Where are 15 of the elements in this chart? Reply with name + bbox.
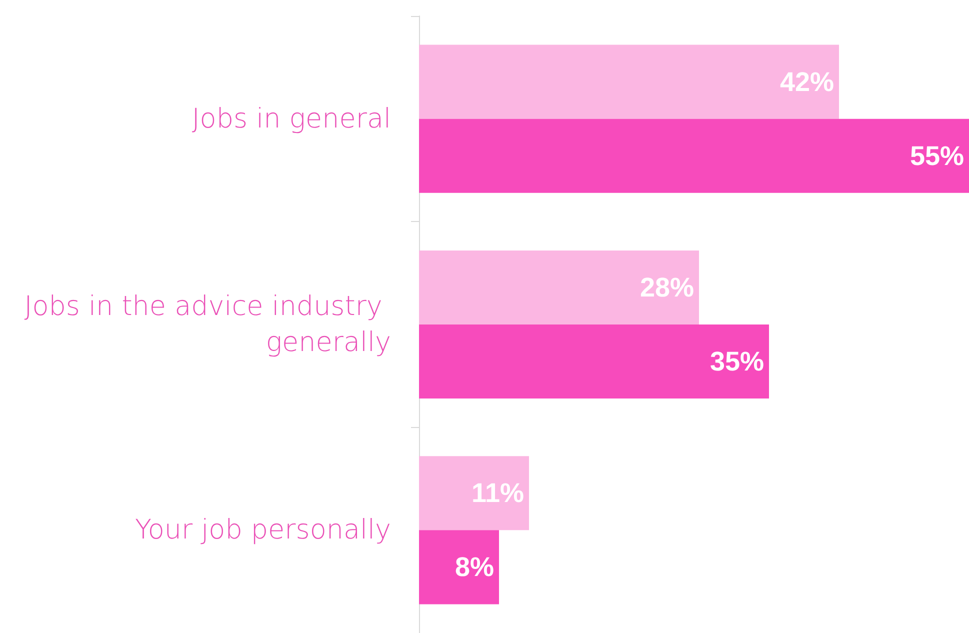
bar [419,250,699,324]
bar [419,530,499,604]
bar [419,118,969,193]
y-tick-label: Jobs in the advice industry generally [24,291,391,358]
data-label: 55% [910,140,964,171]
bar [419,324,769,399]
y-tick-label: Your job personally [134,514,391,546]
data-label: 28% [640,272,694,302]
bar [419,44,839,119]
data-label: 8% [454,552,494,582]
data-label: 42% [780,66,834,97]
bar [419,456,529,530]
data-label: 11% [471,478,524,508]
y-tick-label: Jobs in general [192,103,391,134]
data-label: 35% [710,346,764,377]
